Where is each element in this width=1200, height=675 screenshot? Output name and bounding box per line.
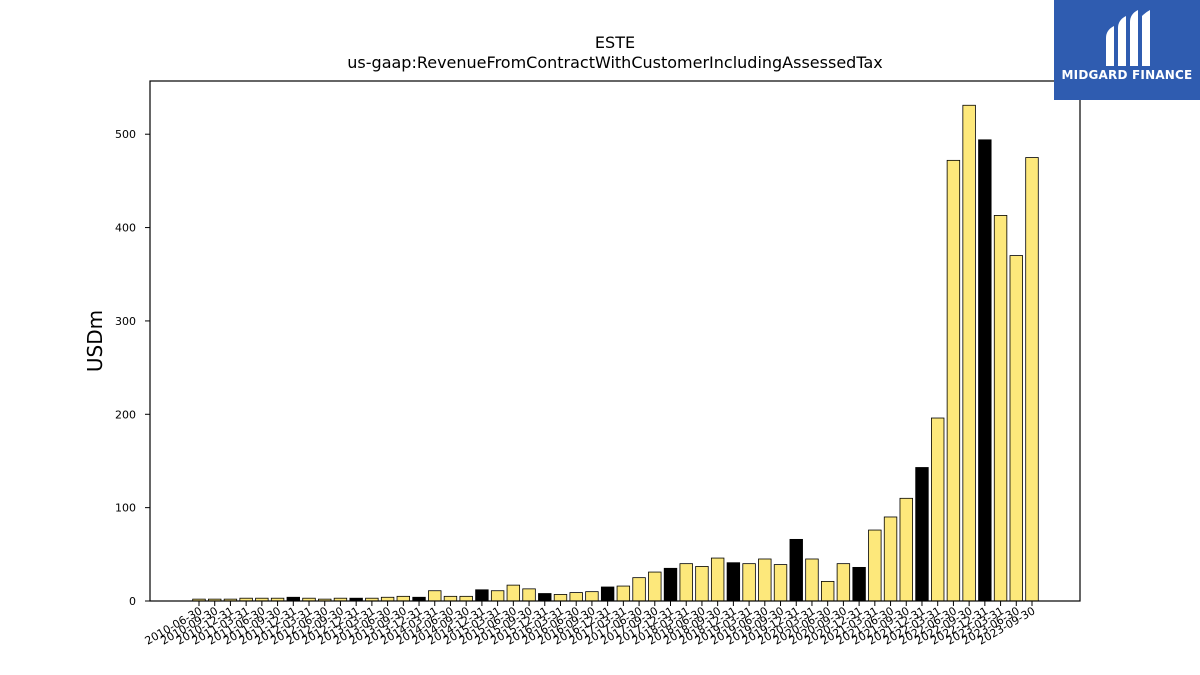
bar-2017-06-30 bbox=[632, 577, 646, 602]
x-ticks-group: 2010-06-302010-09-302010-12-312011-03-31… bbox=[143, 601, 1038, 648]
y-tick-label: 100 bbox=[115, 502, 136, 515]
y-tick-label: 400 bbox=[115, 222, 136, 235]
bar-2017-12-31 bbox=[663, 567, 678, 602]
y-axis-label: USDm bbox=[83, 310, 107, 372]
bar-2022-06-30 bbox=[946, 159, 961, 602]
bar-2016-09-30 bbox=[585, 591, 599, 602]
logo-text: MIDGARD FINANCE bbox=[1061, 68, 1193, 82]
y-tick-label: 500 bbox=[115, 128, 136, 141]
bar-2018-03-31 bbox=[679, 563, 693, 602]
bar-2023-03-31 bbox=[993, 215, 1008, 602]
bar-2019-03-31 bbox=[742, 563, 756, 602]
bar-2019-06-30 bbox=[758, 558, 772, 602]
bar-2019-09-30 bbox=[773, 564, 788, 602]
plot-frame bbox=[149, 80, 1081, 602]
bar-2015-09-30 bbox=[522, 588, 536, 602]
bar-2020-03-31 bbox=[805, 558, 819, 602]
bar-2022-09-30 bbox=[962, 104, 976, 602]
bars-group bbox=[192, 104, 1039, 602]
brand-logo: MIDGARD FINANCE bbox=[1054, 0, 1200, 100]
bar-2021-09-30 bbox=[899, 497, 913, 602]
chart-subtitle: us-gaap:RevenueFromContractWithCustomerI… bbox=[347, 53, 882, 72]
bar-2016-12-31 bbox=[600, 586, 615, 602]
bar-2016-06-30 bbox=[569, 592, 583, 602]
bar-2014-12-31 bbox=[475, 589, 489, 602]
bar-2021-12-31 bbox=[915, 467, 929, 602]
bar-2018-12-31 bbox=[726, 562, 741, 602]
bar-2023-09-30 bbox=[1025, 157, 1039, 602]
bar-2015-12-31 bbox=[538, 593, 552, 602]
bar-2021-03-31 bbox=[868, 529, 882, 602]
y-ticks-group: 0 100 200 300 400 500 bbox=[115, 128, 150, 608]
logo-mark-icon bbox=[1106, 10, 1150, 66]
bar-2014-09-30 bbox=[459, 595, 473, 602]
chart-title: ESTE bbox=[595, 33, 635, 52]
bar-2014-03-31 bbox=[428, 590, 442, 602]
bar-2019-12-31 bbox=[789, 538, 803, 602]
bar-2015-03-31 bbox=[490, 590, 505, 602]
bar-2017-09-30 bbox=[648, 571, 662, 602]
y-tick-label: 200 bbox=[115, 408, 136, 421]
bar-2023-06-30 bbox=[1009, 255, 1023, 602]
y-tick-label: 0 bbox=[129, 595, 136, 608]
bar-2016-03-31 bbox=[553, 594, 568, 602]
bar-2013-09-30 bbox=[396, 595, 410, 602]
bar-2017-03-31 bbox=[616, 585, 631, 602]
y-tick-label: 300 bbox=[115, 315, 136, 328]
bar-2020-06-30 bbox=[820, 580, 835, 602]
bar-2015-06-30 bbox=[506, 584, 521, 602]
bar-2022-03-31 bbox=[931, 417, 945, 602]
bar-2018-06-30 bbox=[695, 566, 709, 602]
bar-2021-06-30 bbox=[883, 516, 898, 602]
bar-2018-09-30 bbox=[710, 557, 725, 602]
bar-2020-09-30 bbox=[836, 563, 851, 602]
bar-2020-12-31 bbox=[852, 566, 866, 602]
bar-2022-12-31 bbox=[978, 139, 992, 602]
bar-2014-06-30 bbox=[443, 595, 458, 602]
